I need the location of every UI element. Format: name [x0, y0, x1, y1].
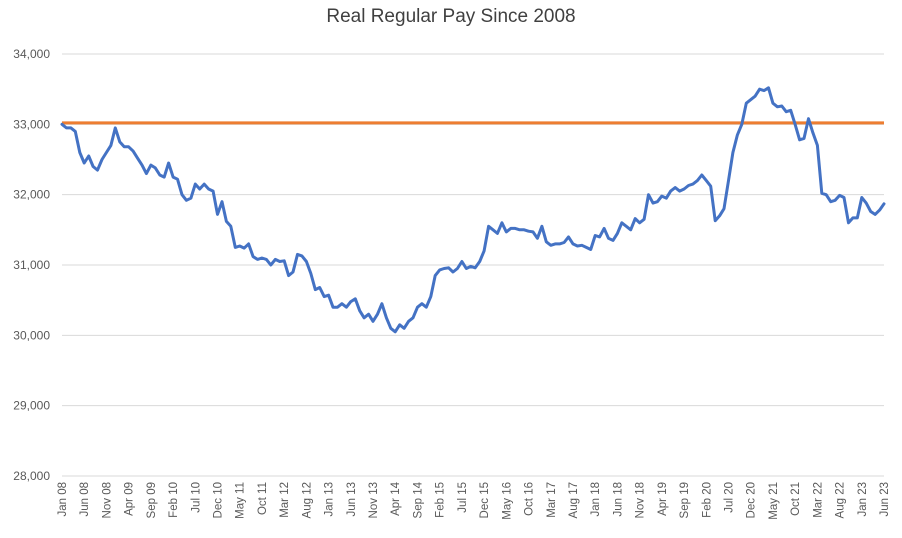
- x-tick-label: May 16: [501, 482, 513, 520]
- x-tick-label: Aug 22: [835, 482, 847, 518]
- x-axis-ticks: Jan 08 Jun 08 Nov 08 Apr 09 Sep 09 Feb 10 Jul …: [57, 481, 891, 519]
- x-tick-label: Dec 10: [213, 482, 225, 518]
- pay-series-line: [60, 86, 886, 334]
- y-tick-label: 28,000: [13, 469, 50, 483]
- x-tick-label: Jan 23: [857, 482, 869, 517]
- x-tick-label: Sep 09: [146, 482, 158, 518]
- x-tick-label: Mar 17: [546, 482, 558, 518]
- x-tick-label: Nov 18: [635, 482, 647, 518]
- x-tick-label: Mar 12: [279, 482, 291, 518]
- x-tick-label: Nov 08: [101, 482, 113, 518]
- x-tick-label: Feb 10: [168, 482, 180, 518]
- x-tick-label: Jul 15: [457, 482, 469, 513]
- y-axis-ticks: 28,000 29,000 30,000 31,000 32,000 33,000 34,0…: [13, 47, 50, 483]
- y-tick-label: 30,000: [13, 328, 50, 342]
- x-tick-label: Jun 23: [879, 482, 891, 517]
- x-tick-label: Feb 15: [435, 482, 447, 518]
- y-tick-label: 34,000: [13, 47, 50, 61]
- x-tick-label: Sep 14: [412, 481, 424, 518]
- x-tick-label: Apr 14: [390, 481, 402, 515]
- x-tick-label: Jun 18: [612, 482, 624, 517]
- y-tick-label: 29,000: [13, 399, 50, 413]
- x-tick-label: Aug 17: [568, 482, 580, 518]
- chart-title: Real Regular Pay Since 2008: [326, 6, 576, 27]
- series-layer: [60, 86, 886, 334]
- x-tick-label: Feb 20: [701, 482, 713, 518]
- y-tick-label: 32,000: [13, 188, 50, 202]
- x-tick-label: Dec 20: [746, 482, 758, 518]
- x-tick-label: Dec 15: [479, 482, 491, 518]
- x-tick-label: Oct 16: [524, 482, 536, 516]
- y-tick-label: 33,000: [13, 117, 50, 131]
- x-tick-label: Jul 10: [190, 482, 202, 513]
- x-tick-label: May 11: [235, 482, 247, 519]
- x-tick-label: Jun 08: [79, 482, 91, 517]
- x-tick-label: Apr 09: [124, 482, 136, 516]
- x-tick-label: Jan 18: [590, 482, 602, 517]
- x-tick-label: Jul 20: [723, 482, 735, 513]
- x-tick-label: Nov 13: [368, 482, 380, 518]
- x-tick-label: Jan 08: [57, 482, 69, 517]
- x-tick-label: Jun 13: [346, 482, 358, 517]
- x-tick-label: Oct 11: [257, 482, 269, 515]
- gridlines: [62, 53, 884, 477]
- x-tick-label: Aug 12: [301, 482, 313, 518]
- y-tick-label: 31,000: [13, 258, 50, 272]
- x-tick-label: Sep 19: [679, 482, 691, 518]
- x-tick-label: Apr 19: [657, 482, 669, 516]
- x-tick-label: May 21: [768, 482, 780, 520]
- x-tick-label: Jan 13: [324, 482, 336, 517]
- x-tick-label: Mar 22: [812, 482, 824, 518]
- x-tick-label: Oct 21: [790, 482, 802, 516]
